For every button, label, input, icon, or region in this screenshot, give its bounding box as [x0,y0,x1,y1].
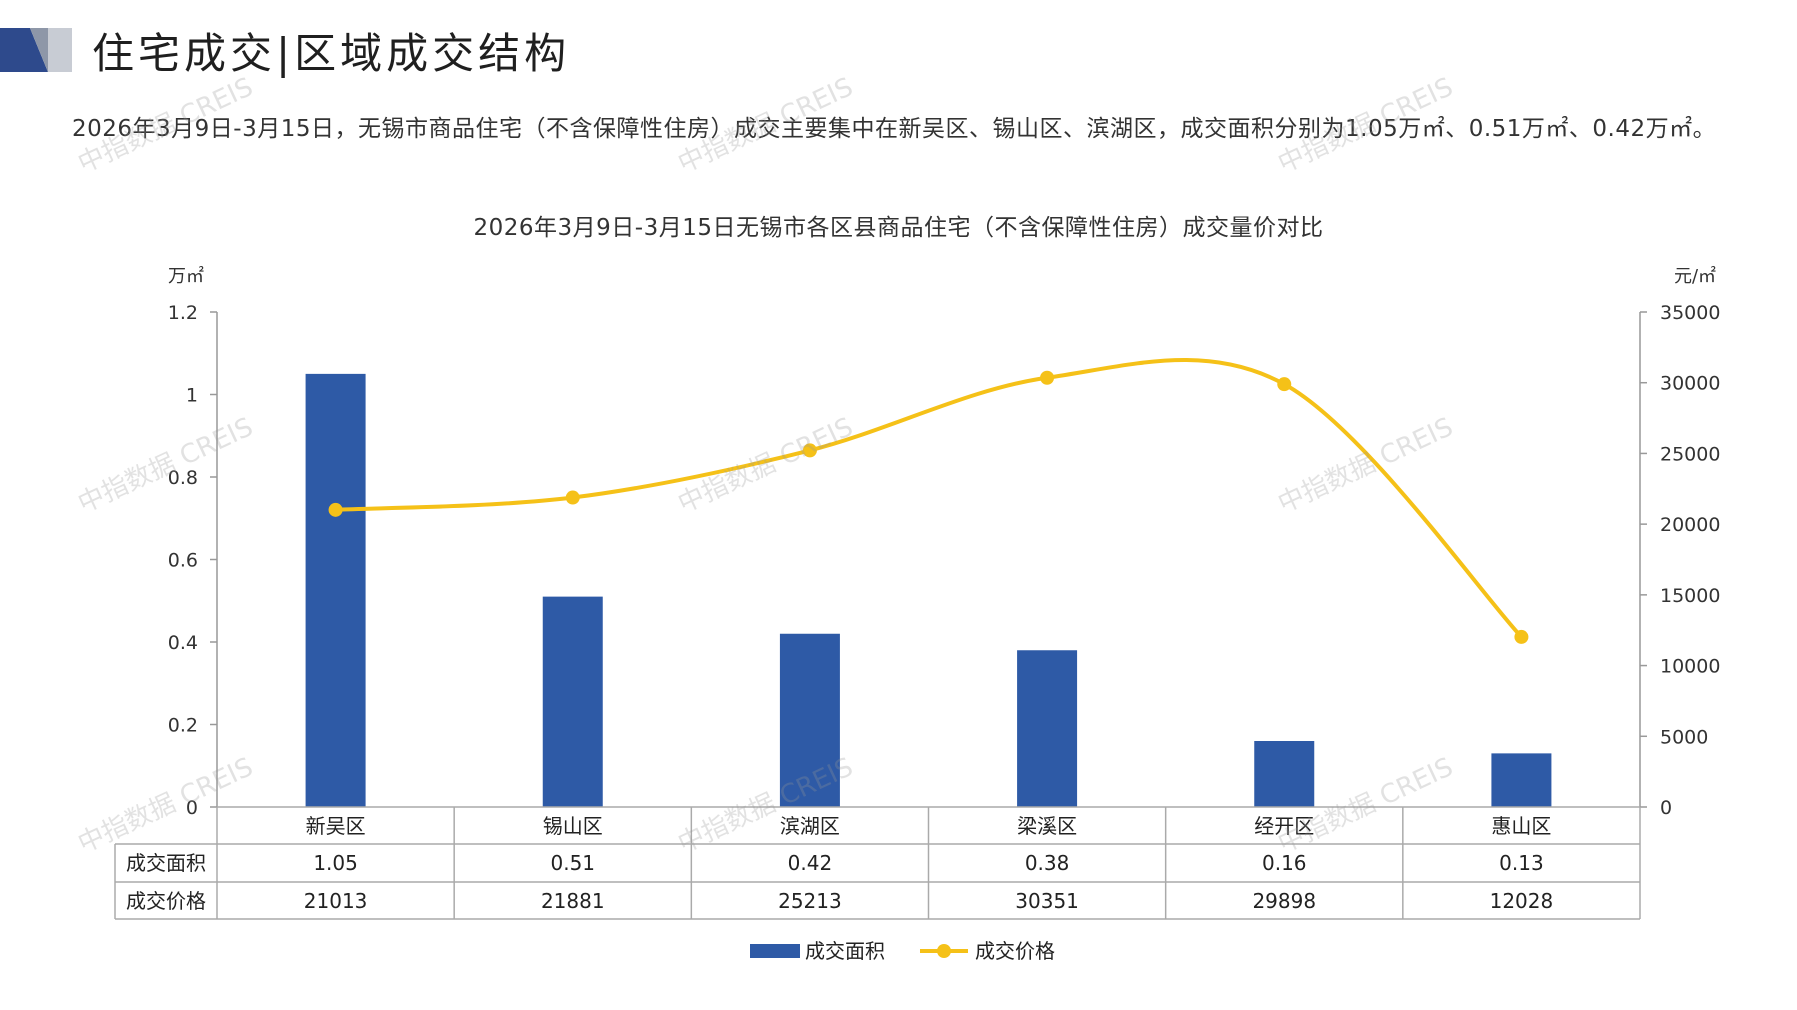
bar-4 [1017,650,1078,807]
x-category-label: 滨湖区 [780,814,840,838]
page-title: 住宅成交|区域成交结构 [92,29,571,78]
y-left-tick-label: 1.2 [168,302,198,324]
legend-swatch-point [937,944,951,958]
legend-label: 成交价格 [975,939,1055,963]
chart-title: 2026年3月9日-3月15日无锡市各区县商品住宅（不含保障性住房）成交量价对比 [473,215,1324,241]
price-point-1 [328,502,343,517]
line-data-label: 30351 [1015,889,1079,913]
y-right-tick-label: 5000 [1660,726,1708,748]
price-point-6 [1514,629,1529,644]
legend-swatch-bar [750,944,800,958]
price-point-4 [1040,370,1055,385]
y-right-unit: 元/㎡ [1674,265,1716,287]
bar-3 [779,633,840,807]
x-category-label: 锡山区 [543,814,603,838]
y-right-tick-label: 0 [1660,797,1672,819]
bar-data-label: 0.13 [1499,851,1544,875]
bar-2 [542,596,603,807]
y-right-tick-label: 30000 [1660,373,1720,395]
bar-5 [1254,741,1315,807]
y-left-tick-label: 0.2 [168,715,198,737]
y-left-unit: 万㎡ [168,265,204,287]
y-left-tick-label: 0.8 [168,467,198,489]
y-right-tick-label: 15000 [1660,585,1720,607]
y-right-tick-label: 35000 [1660,302,1720,324]
y-left-tick-label: 0 [186,797,198,819]
x-category-label: 梁溪区 [1017,814,1077,838]
y-left-tick-label: 0.6 [168,550,198,572]
x-category-label: 新吴区 [306,814,366,838]
line-data-label: 21881 [541,889,605,913]
x-category-label: 惠山区 [1491,814,1551,838]
bar-6 [1491,753,1552,807]
bar-data-label: 1.05 [313,851,358,875]
y-left-tick-label: 1 [186,385,198,407]
bar-data-label: 0.16 [1262,851,1307,875]
y-right-tick-label: 25000 [1660,443,1720,465]
legend-label: 成交面积 [805,939,885,963]
bar-data-label: 0.42 [788,851,833,875]
bar-data-label: 0.38 [1025,851,1070,875]
y-right-tick-label: 10000 [1660,656,1720,678]
summary-text: 2026年3月9日-3月15日，无锡市商品住宅（不含保障性住房）成交主要集中在新… [72,116,1717,142]
y-left-tick-label: 0.4 [168,632,198,654]
bar-data-label: 0.51 [550,851,595,875]
bar-1 [305,373,366,807]
y-right-tick-label: 20000 [1660,514,1720,536]
x-category-label: 经开区 [1254,814,1314,838]
line-data-label: 25213 [778,889,842,913]
price-line [335,358,1523,639]
table-row-header: 成交面积 [126,851,206,875]
price-point-2 [565,490,580,505]
line-data-label: 12028 [1490,889,1554,913]
table-row-header: 成交价格 [126,889,206,913]
price-point-3 [802,443,817,458]
line-data-label: 29898 [1252,889,1316,913]
line-data-label: 21013 [304,889,368,913]
price-point-5 [1277,377,1292,392]
header-logo [0,28,72,72]
